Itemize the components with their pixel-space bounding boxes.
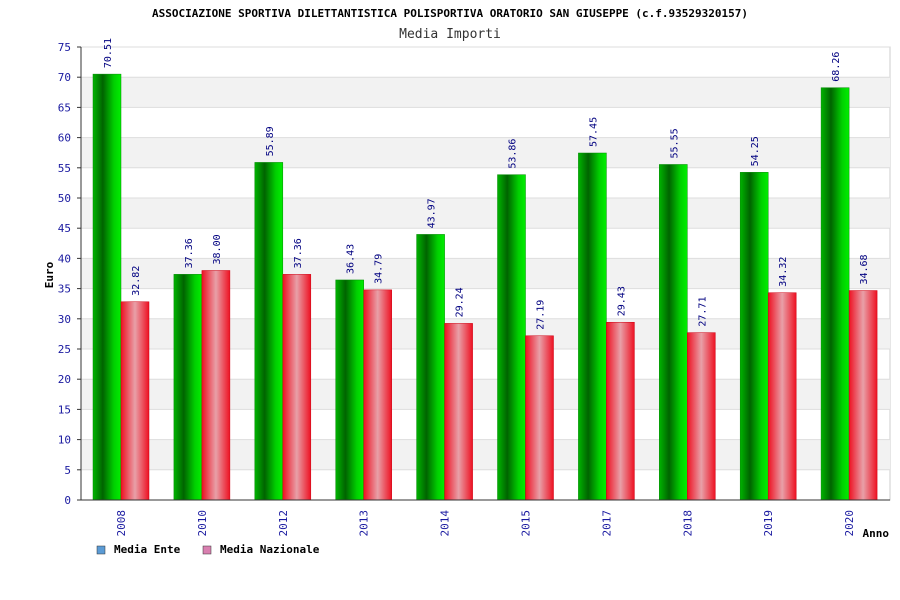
y-axis-title: Euro — [43, 261, 56, 288]
bar-media-nazionale-2017 — [606, 321, 635, 501]
bar-media-ente-2013 — [335, 279, 364, 501]
x-tick-label: 2020 — [843, 510, 856, 537]
data-label: 70.51 — [103, 38, 114, 68]
legend-label-media-nazionale: Media Nazionale — [220, 543, 320, 556]
data-label: 55.55 — [669, 128, 680, 158]
data-label: 55.89 — [265, 126, 276, 156]
bar-media-ente-2020 — [820, 87, 850, 501]
y-tick-label: 75 — [58, 41, 71, 54]
bar-media-nazionale-2019 — [767, 292, 797, 501]
y-tick-label: 15 — [58, 403, 71, 416]
y-axis-ticks: 0 5 10 15 20 25 30 35 40 45 50 55 60 65 70 75 — [58, 41, 81, 507]
bar-media-ente-2014 — [416, 234, 445, 501]
bar-media-ente-2015 — [497, 174, 526, 501]
data-label: 37.36 — [184, 238, 195, 268]
data-label: 29.43 — [616, 286, 627, 316]
legend: Media Ente Media Nazionale — [96, 543, 320, 556]
bar-media-nazionale-2010 — [201, 270, 231, 501]
y-tick-label: 50 — [58, 192, 71, 205]
x-tick-label: 2018 — [681, 510, 694, 537]
legend-swatch-media-nazionale — [202, 545, 212, 555]
x-tick-label: 2013 — [358, 510, 371, 537]
x-axis-title: Anno — [863, 527, 890, 540]
y-tick-label: 0 — [64, 494, 71, 507]
grid-band — [81, 137, 890, 168]
bar-media-ente-2010 — [173, 274, 203, 501]
data-label: 34.79 — [374, 254, 385, 284]
bar-media-nazionale-2008 — [120, 301, 150, 501]
bar-media-nazionale-2020 — [848, 290, 878, 501]
legend-swatch-media-ente — [96, 545, 106, 555]
grid-band — [81, 77, 890, 108]
x-tick-label: 2015 — [520, 510, 533, 537]
y-tick-label: 70 — [58, 71, 71, 84]
y-tick-label: 5 — [64, 464, 71, 477]
data-label: 37.36 — [293, 238, 304, 268]
bar-media-nazionale-2013 — [363, 289, 392, 501]
data-label: 68.26 — [831, 52, 842, 82]
bar-media-ente-2017 — [578, 152, 607, 501]
bar-media-ente-2019 — [739, 172, 769, 501]
bar-media-ente-2012 — [254, 162, 284, 501]
chart-subtitle: Media Importi — [399, 27, 501, 42]
data-label: 36.43 — [346, 244, 357, 274]
data-label: 54.25 — [750, 136, 761, 166]
data-label: 34.68 — [859, 254, 870, 284]
x-tick-label: 2017 — [600, 510, 613, 537]
bar-media-ente-2018 — [659, 164, 688, 501]
data-label: 32.82 — [131, 266, 142, 296]
x-tick-label: 2008 — [115, 510, 128, 537]
data-label: 27.71 — [697, 297, 708, 327]
y-tick-label: 55 — [58, 162, 71, 175]
y-tick-label: 35 — [58, 283, 71, 296]
x-tick-label: 2014 — [439, 510, 452, 537]
x-tick-label: 2010 — [196, 510, 209, 537]
grid-band — [81, 198, 890, 229]
bar-media-nazionale-2018 — [687, 332, 716, 501]
bar-media-nazionale-2014 — [444, 323, 473, 501]
y-tick-label: 60 — [58, 132, 71, 145]
y-tick-label: 30 — [58, 313, 71, 326]
data-labels: 70.51 32.82 37.36 38.00 55.89 37.36 36.43 34.79… — [103, 38, 870, 330]
bar-media-nazionale-2015 — [525, 335, 554, 501]
y-tick-label: 45 — [58, 222, 71, 235]
y-tick-label: 40 — [58, 252, 71, 265]
y-tick-label: 65 — [58, 101, 71, 114]
chart-title: ASSOCIAZIONE SPORTIVA DILETTANTISTICA PO… — [152, 7, 748, 20]
data-label: 43.97 — [427, 198, 438, 228]
x-axis-ticks: 2008 2010 2012 2013 2014 2015 2017 2018 2019 2020 — [115, 510, 856, 537]
data-label: 27.19 — [536, 300, 547, 330]
x-tick-label: 2019 — [762, 510, 775, 537]
bar-media-ente-2008 — [92, 73, 122, 501]
y-tick-label: 10 — [58, 434, 71, 447]
y-tick-label: 25 — [58, 343, 71, 356]
x-tick-label: 2012 — [277, 510, 290, 537]
legend-label-media-ente: Media Ente — [114, 543, 181, 556]
data-label: 57.45 — [588, 117, 599, 147]
data-label: 34.32 — [778, 257, 789, 287]
data-label: 53.86 — [508, 139, 519, 169]
y-tick-label: 20 — [58, 373, 71, 386]
data-label: 38.00 — [212, 234, 223, 264]
bar-media-nazionale-2012 — [282, 274, 312, 501]
data-label: 29.24 — [455, 287, 466, 317]
bars — [92, 73, 878, 501]
